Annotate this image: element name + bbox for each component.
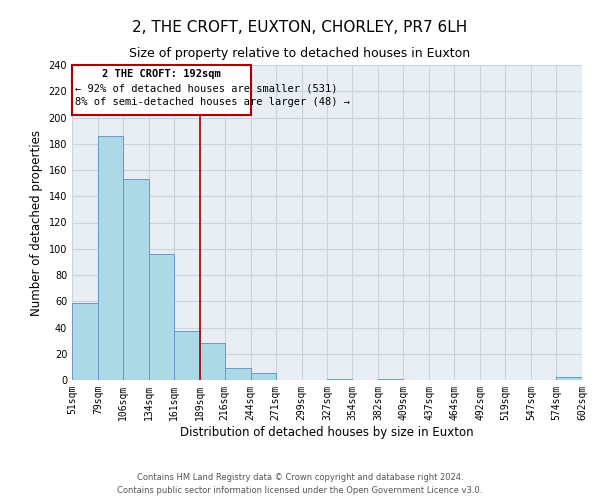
Text: 2, THE CROFT, EUXTON, CHORLEY, PR7 6LH: 2, THE CROFT, EUXTON, CHORLEY, PR7 6LH <box>133 20 467 35</box>
Text: 8% of semi-detached houses are larger (48) →: 8% of semi-detached houses are larger (4… <box>75 97 350 107</box>
Text: 2 THE CROFT: 192sqm: 2 THE CROFT: 192sqm <box>102 69 221 79</box>
Bar <box>123 179 149 380</box>
Bar <box>174 332 200 380</box>
Bar <box>556 378 582 380</box>
Bar <box>72 302 98 380</box>
Bar <box>379 378 403 380</box>
Bar <box>225 368 251 380</box>
Bar <box>72 65 251 115</box>
Text: ← 92% of detached houses are smaller (531): ← 92% of detached houses are smaller (53… <box>75 84 337 94</box>
X-axis label: Distribution of detached houses by size in Euxton: Distribution of detached houses by size … <box>180 426 474 438</box>
Bar <box>251 374 275 380</box>
Bar <box>149 254 174 380</box>
Bar <box>200 343 225 380</box>
Bar <box>98 136 123 380</box>
Y-axis label: Number of detached properties: Number of detached properties <box>30 130 43 316</box>
Text: Contains HM Land Registry data © Crown copyright and database right 2024.
Contai: Contains HM Land Registry data © Crown c… <box>118 474 482 495</box>
Bar <box>328 378 352 380</box>
Text: Size of property relative to detached houses in Euxton: Size of property relative to detached ho… <box>130 48 470 60</box>
